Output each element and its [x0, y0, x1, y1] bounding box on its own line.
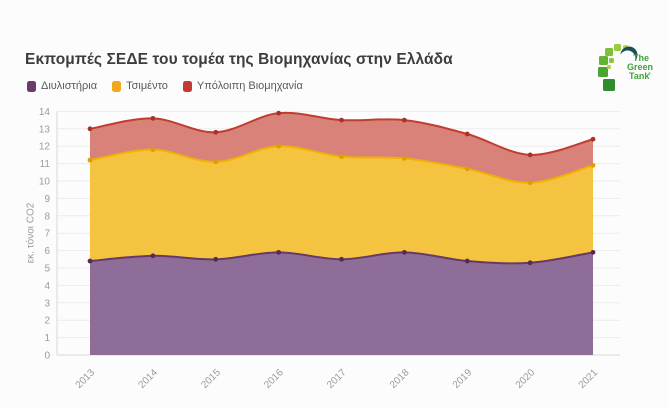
- y-tick-label: 6: [44, 246, 50, 257]
- logo-square-icon: [599, 56, 608, 65]
- logo-registered-mark: ®: [648, 71, 651, 76]
- data-point-Υπόλοιπη Βιομηχανία-2019[interactable]: [464, 131, 470, 137]
- y-tick-label: 5: [44, 264, 50, 275]
- y-tick-label: 11: [40, 159, 51, 170]
- data-point-Διυλιστήρια-2018[interactable]: [401, 249, 407, 255]
- x-tick-label: 2016: [262, 367, 286, 391]
- x-tick-label: 2021: [577, 367, 601, 391]
- logo-text: Green: [627, 62, 653, 72]
- logo-square-icon: [614, 44, 621, 51]
- x-tick-label: 2018: [388, 367, 412, 391]
- data-point-Τσιμέντο-2018[interactable]: [401, 155, 407, 161]
- data-point-Υπόλοιπη Βιομηχανία-2014[interactable]: [150, 115, 156, 121]
- logo-square-icon: [605, 48, 613, 56]
- x-tick-label: 2020: [514, 367, 538, 391]
- data-point-Διυλιστήρια-2021[interactable]: [590, 249, 596, 255]
- cement-swatch-icon: [112, 80, 122, 92]
- area-Διυλιστήρια: [90, 252, 593, 355]
- data-point-Διυλιστήρια-2014[interactable]: [150, 253, 156, 259]
- y-tick-label: 7: [44, 229, 50, 240]
- x-tick-label: 2015: [199, 367, 223, 391]
- legend-label: Υπόλοιπη Βιομηχανία: [196, 80, 303, 92]
- data-point-Διυλιστήρια-2016[interactable]: [276, 249, 282, 255]
- legend-item-cement[interactable]: Τσιμέντο: [112, 80, 168, 92]
- legend-label: Διυλιστήρια: [41, 80, 98, 92]
- data-point-Τσιμέντο-2019[interactable]: [464, 166, 470, 172]
- y-tick-label: 3: [44, 298, 50, 309]
- data-point-Διυλιστήρια-2013[interactable]: [87, 258, 93, 264]
- y-tick-label: 0: [44, 351, 50, 362]
- x-tick-label: 2014: [136, 367, 160, 391]
- data-point-Υπόλοιπη Βιομηχανία-2015[interactable]: [213, 129, 219, 135]
- data-point-Υπόλοιπη Βιομηχανία-2013[interactable]: [87, 126, 93, 132]
- data-point-Διυλιστήρια-2015[interactable]: [213, 256, 219, 262]
- data-point-Υπόλοιπη Βιομηχανία-2021[interactable]: [590, 136, 596, 142]
- refineries-swatch-icon: [27, 80, 36, 92]
- logo-square-icon: [607, 65, 611, 69]
- logo-text: Tank: [629, 71, 650, 81]
- data-point-Τσιμέντο-2013[interactable]: [87, 157, 93, 163]
- data-point-Τσιμέντο-2020[interactable]: [527, 180, 533, 186]
- y-tick-label: 13: [39, 124, 51, 135]
- data-point-Τσιμέντο-2017[interactable]: [339, 154, 344, 160]
- y-tick-label: 10: [39, 177, 51, 188]
- data-point-Τσιμέντο-2014[interactable]: [150, 147, 156, 153]
- logo-square-icon: [598, 67, 608, 77]
- data-point-Τσιμέντο-2021[interactable]: [590, 162, 596, 168]
- data-point-Υπόλοιπη Βιομηχανία-2016[interactable]: [276, 110, 282, 116]
- chart-legend: Διυλιστήρια Τσιμέντο Υπόλοιπη Βιομηχανία: [27, 80, 303, 92]
- logo-square-icon: [603, 79, 615, 91]
- y-tick-label: 12: [39, 142, 51, 153]
- x-tick-label: 2017: [325, 367, 349, 391]
- logo-text: The: [633, 53, 649, 63]
- data-point-Υπόλοιπη Βιομηχανία-2017[interactable]: [339, 117, 344, 123]
- y-tick-label: 9: [44, 194, 50, 205]
- data-point-Διυλιστήρια-2020[interactable]: [527, 260, 533, 266]
- logo-square-icon: [609, 58, 614, 63]
- y-tick-label: 1: [44, 333, 50, 344]
- legend-label: Τσιμέντο: [126, 80, 168, 92]
- data-point-Υπόλοιπη Βιομηχανία-2020[interactable]: [527, 152, 533, 158]
- y-tick-label: 2: [44, 316, 50, 327]
- x-tick-label: 2013: [74, 367, 98, 391]
- legend-item-rest-industry[interactable]: Υπόλοιπη Βιομηχανία: [182, 80, 303, 92]
- legend-item-refineries[interactable]: Διυλιστήρια: [27, 80, 97, 92]
- data-point-Τσιμέντο-2015[interactable]: [213, 159, 219, 165]
- page-title: Εκπομπές ΣΕΔΕ του τομέα της Βιομηχανίας …: [25, 51, 453, 68]
- data-point-Τσιμέντο-2016[interactable]: [276, 143, 282, 149]
- rest-industry-swatch-icon: [182, 80, 192, 92]
- data-point-Διυλιστήρια-2019[interactable]: [464, 258, 470, 264]
- data-point-Διυλιστήρια-2017[interactable]: [339, 256, 344, 262]
- x-tick-label: 2019: [451, 367, 475, 391]
- logo-crescent-cut: [619, 50, 636, 67]
- y-tick-label: 8: [44, 211, 50, 222]
- y-tick-label: 14: [39, 107, 51, 118]
- data-point-Υπόλοιπη Βιομηχανία-2018[interactable]: [401, 117, 407, 123]
- green-tank-logo[interactable]: The Green Tank ®: [596, 44, 654, 94]
- y-tick-label: 4: [44, 281, 50, 292]
